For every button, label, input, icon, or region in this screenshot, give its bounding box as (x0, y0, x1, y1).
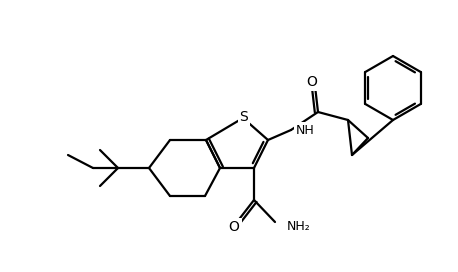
Text: O: O (306, 75, 317, 89)
Text: NH: NH (296, 125, 315, 138)
Text: S: S (240, 110, 248, 124)
Text: O: O (229, 220, 240, 234)
Text: NH₂: NH₂ (287, 221, 311, 233)
